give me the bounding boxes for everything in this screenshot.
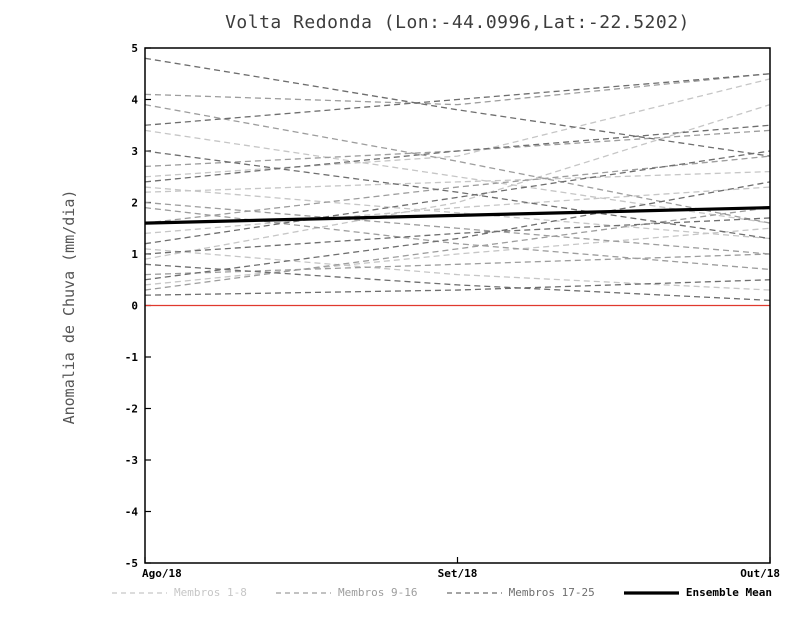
member-line xyxy=(144,57,771,157)
y-tick-label: 5 xyxy=(131,42,138,55)
member-line xyxy=(144,227,771,286)
x-tick-label: Ago/18 xyxy=(142,567,182,580)
y-tick-label: -3 xyxy=(125,454,138,467)
member-line xyxy=(144,201,771,255)
member-line xyxy=(144,181,771,281)
member-line xyxy=(144,73,771,126)
legend-item-ensemble-mean: Ensemble Mean xyxy=(623,586,772,599)
legend-label: Membros 9-16 xyxy=(338,586,418,599)
member-line xyxy=(144,186,771,235)
legend-line-sample xyxy=(276,591,332,594)
member-line xyxy=(144,207,771,291)
y-tick-label: -4 xyxy=(125,506,139,519)
ensemble-mean-line xyxy=(144,206,771,225)
legend-label: Ensemble Mean xyxy=(685,586,772,599)
y-tick-label: 3 xyxy=(131,145,138,158)
member-line xyxy=(144,263,771,301)
member-line xyxy=(144,104,771,224)
legend-line-sample xyxy=(623,590,679,595)
y-tick-label: 4 xyxy=(131,94,138,107)
member-line xyxy=(144,186,771,240)
member-line xyxy=(144,170,771,193)
x-tick-label: Out/18 xyxy=(740,567,780,580)
y-tick-label: 0 xyxy=(131,300,138,313)
member-line xyxy=(144,73,771,106)
legend-line-sample xyxy=(446,591,502,594)
member-line xyxy=(144,279,771,296)
plot-border xyxy=(144,47,771,564)
legend-item-membros-1-8: Membros 1-8 xyxy=(112,586,247,599)
legend-line-sample xyxy=(112,591,167,594)
member-line xyxy=(144,150,771,245)
legend-label: Membros 1-8 xyxy=(174,586,247,599)
legend-item-membros-17-25: Membros 17-25 xyxy=(446,586,595,599)
member-line xyxy=(144,150,771,240)
y-tick-label: -5 xyxy=(125,557,138,570)
member-line xyxy=(144,129,771,168)
x-tick-label: Set/18 xyxy=(438,567,478,580)
legend-label: Membros 17-25 xyxy=(508,586,595,599)
member-line xyxy=(144,248,771,291)
legend-item-membros-9-16: Membros 9-16 xyxy=(276,586,418,599)
member-line xyxy=(144,78,771,178)
legend: Membros 1-8 Membros 9-16 Membros 17-25 Ense… xyxy=(112,586,772,599)
y-tick-label: 1 xyxy=(131,248,138,261)
y-tick-label: -1 xyxy=(125,351,139,364)
chart-title: Volta Redonda (Lon:-44.0996,Lat:-22.5202… xyxy=(225,12,690,33)
member-line xyxy=(144,129,771,224)
member-line xyxy=(144,124,771,183)
y-tick-label: -2 xyxy=(125,403,138,416)
y-tick-label: 2 xyxy=(131,197,138,210)
